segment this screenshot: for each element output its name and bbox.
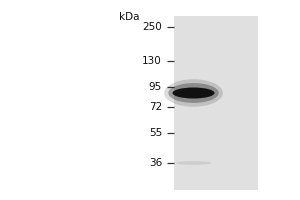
Ellipse shape [164,79,223,107]
Text: 95: 95 [149,82,162,92]
Ellipse shape [172,88,214,98]
Text: 36: 36 [149,158,162,168]
Text: 130: 130 [142,56,162,66]
Ellipse shape [168,83,219,103]
Text: kDa: kDa [118,12,139,22]
Text: 250: 250 [142,22,162,32]
Ellipse shape [176,161,212,165]
Text: 72: 72 [149,102,162,112]
Text: 55: 55 [149,128,162,138]
Bar [174,16,258,190]
